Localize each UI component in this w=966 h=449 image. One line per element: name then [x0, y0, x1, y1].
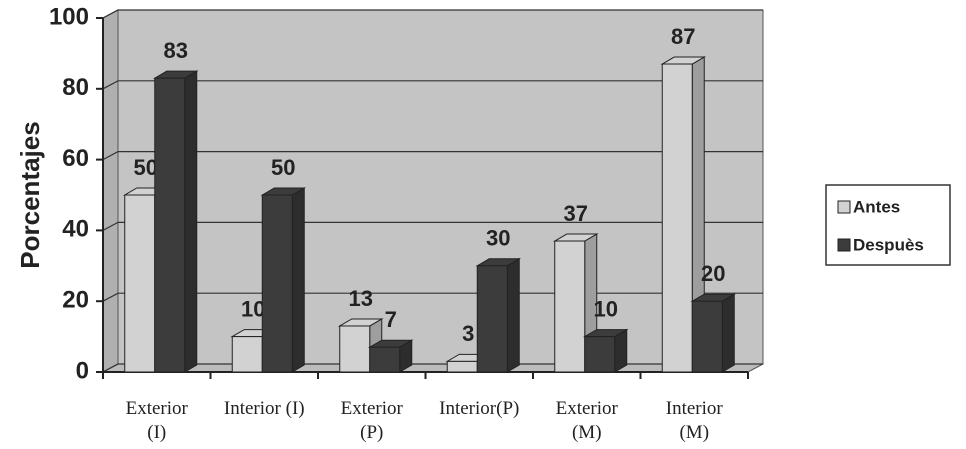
grid-line: [102, 221, 763, 231]
value-label: 13: [349, 286, 373, 311]
bar: [154, 77, 186, 373]
x-tick-label: Interior(P): [439, 398, 519, 419]
bar-side: [506, 257, 520, 373]
bar: [661, 63, 693, 373]
x-tick-label: Exterior (M): [556, 398, 619, 443]
y-tick-label: 20: [62, 287, 89, 314]
value-label: 87: [671, 24, 695, 49]
legend-label: Antes: [853, 197, 900, 216]
legend-label: Despuès: [853, 235, 924, 254]
bar: [124, 194, 156, 373]
bar: [339, 325, 371, 373]
value-label: 3: [462, 321, 474, 346]
grid-line: [102, 151, 763, 161]
x-tick-label: Exterior (I): [126, 398, 189, 443]
value-label: 50: [271, 155, 295, 180]
value-label: 20: [701, 261, 725, 286]
legend-box: [825, 184, 951, 266]
bar: [446, 360, 478, 373]
legend-swatch: [837, 200, 851, 214]
bar: [554, 240, 586, 373]
bar-side: [291, 187, 305, 373]
bar: [584, 336, 616, 373]
y-tick-label: 0: [76, 357, 89, 384]
bar: [369, 346, 401, 373]
value-label: 10: [241, 296, 265, 321]
grid-line: [102, 9, 763, 19]
bar: [231, 336, 263, 373]
bar: [261, 194, 293, 373]
y-tick-label: 40: [62, 216, 89, 243]
legend-swatch: [837, 238, 851, 252]
bar: [691, 300, 723, 373]
y-axis-label: Porcentajes: [15, 121, 45, 268]
y-tick-label: 60: [62, 145, 89, 172]
x-tick-label: Interior (M): [666, 398, 724, 443]
value-label: 7: [385, 307, 397, 332]
bar-side: [184, 70, 198, 373]
x-tick-label: Exterior (P): [341, 398, 404, 443]
x-tick-label: Interior (I): [224, 398, 305, 419]
value-label: 30: [486, 226, 510, 251]
value-label: 37: [564, 201, 588, 226]
bar-side: [721, 293, 735, 373]
grid-line: [102, 292, 763, 302]
value-label: 83: [164, 38, 188, 63]
value-label: 50: [134, 155, 158, 180]
grid-line: [102, 363, 763, 373]
value-label: 10: [594, 296, 618, 321]
bar: [476, 265, 508, 373]
y-tick-label: 80: [62, 74, 89, 101]
grid-line: [102, 80, 763, 90]
y-tick-label: 100: [49, 3, 89, 30]
side-wall: [102, 9, 119, 373]
